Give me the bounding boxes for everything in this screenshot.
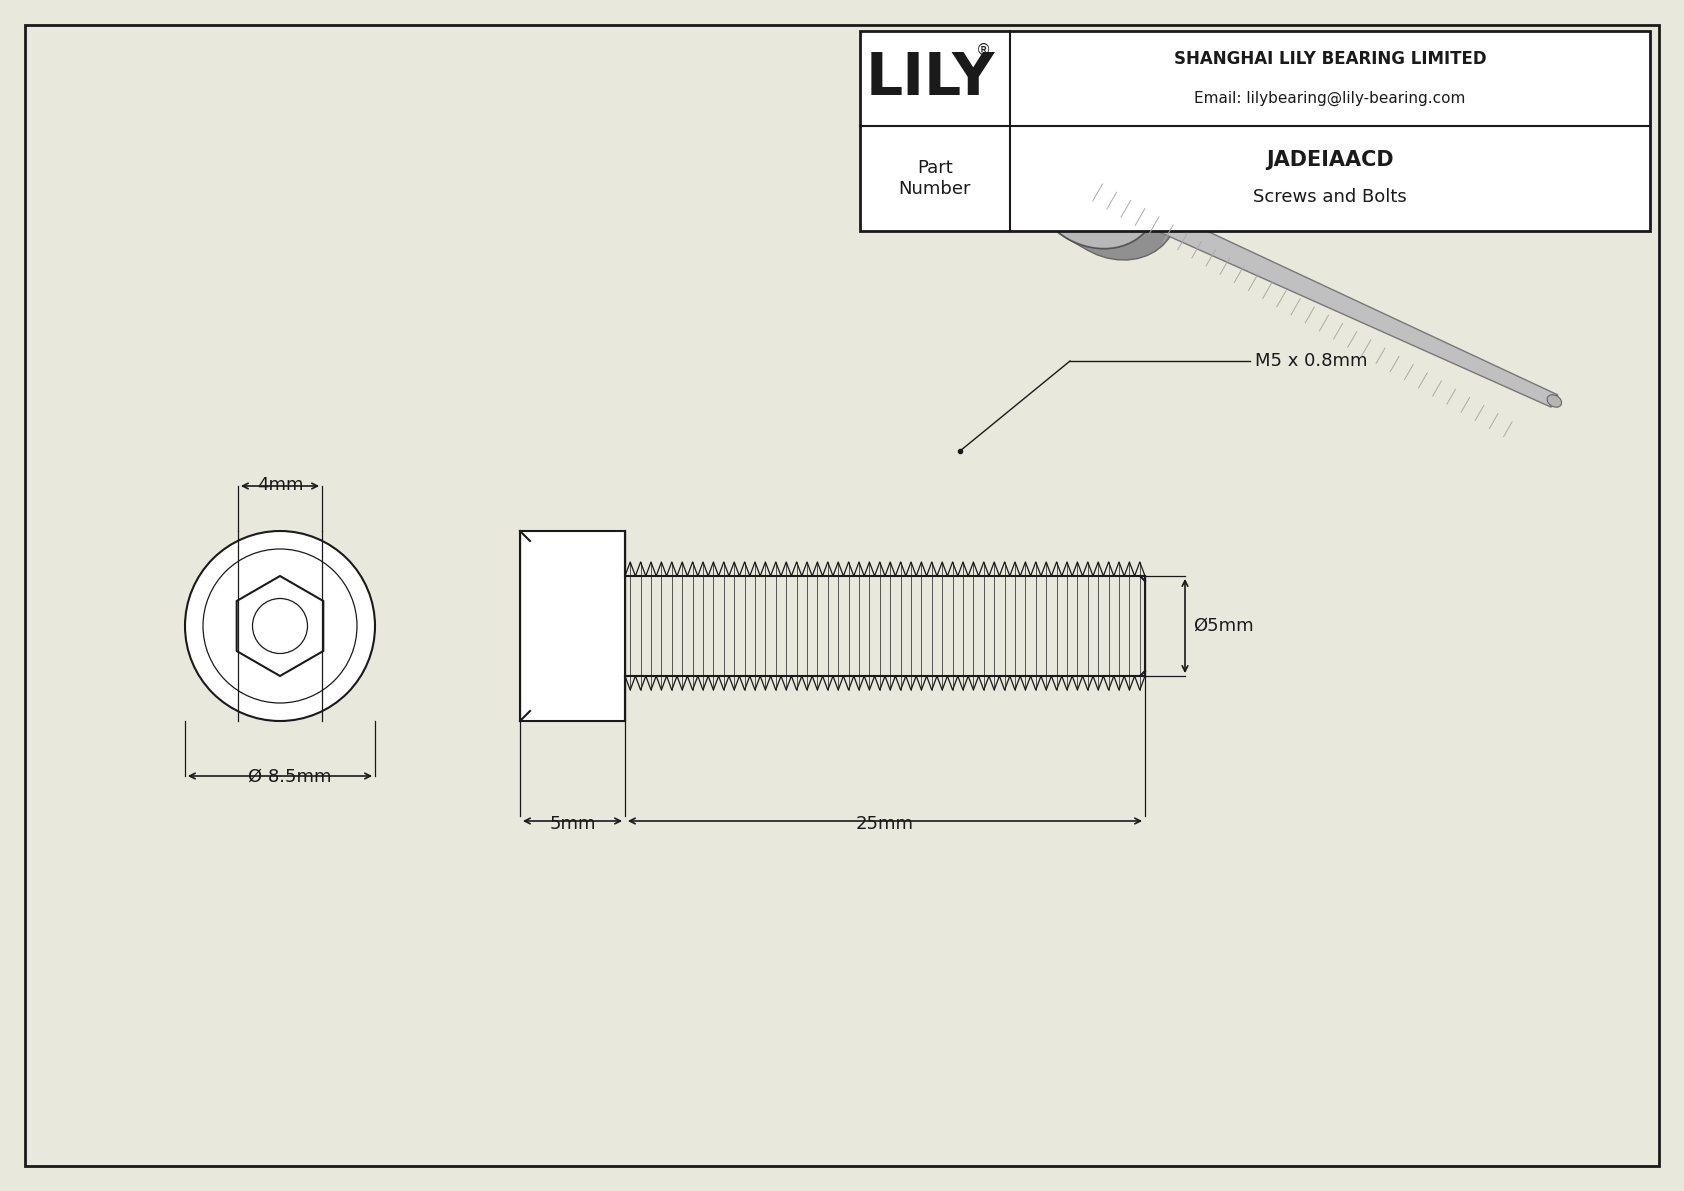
Bar	[861, 31, 1650, 231]
Ellipse shape	[1548, 394, 1561, 407]
Text: ®: ®	[975, 43, 990, 58]
Polygon shape	[1068, 143, 1177, 260]
Text: Screws and Bolts: Screws and Bolts	[1253, 187, 1406, 206]
Text: 25mm: 25mm	[855, 815, 914, 833]
Text: Part
Number: Part Number	[899, 160, 972, 198]
Text: JADEIAACD: JADEIAACD	[1266, 150, 1394, 170]
Bar	[520, 531, 625, 721]
Polygon shape	[1090, 181, 1558, 407]
Text: 5mm: 5mm	[549, 815, 596, 833]
Text: Ø 8.5mm: Ø 8.5mm	[248, 768, 332, 786]
Polygon shape	[1076, 181, 1113, 200]
Text: LILY: LILY	[866, 50, 995, 107]
Circle shape	[204, 549, 357, 703]
Text: Email: lilybearing@lily-bearing.com: Email: lilybearing@lily-bearing.com	[1194, 91, 1465, 106]
Text: Ø5mm: Ø5mm	[1192, 617, 1253, 635]
Text: SHANGHAI LILY BEARING LIMITED: SHANGHAI LILY BEARING LIMITED	[1174, 50, 1487, 68]
Circle shape	[185, 531, 376, 721]
Ellipse shape	[1032, 133, 1157, 249]
Ellipse shape	[1032, 133, 1157, 249]
Text: M5 x 0.8mm: M5 x 0.8mm	[1255, 353, 1367, 370]
Polygon shape	[237, 576, 323, 676]
Circle shape	[253, 599, 308, 654]
Text: 4mm: 4mm	[256, 476, 303, 494]
